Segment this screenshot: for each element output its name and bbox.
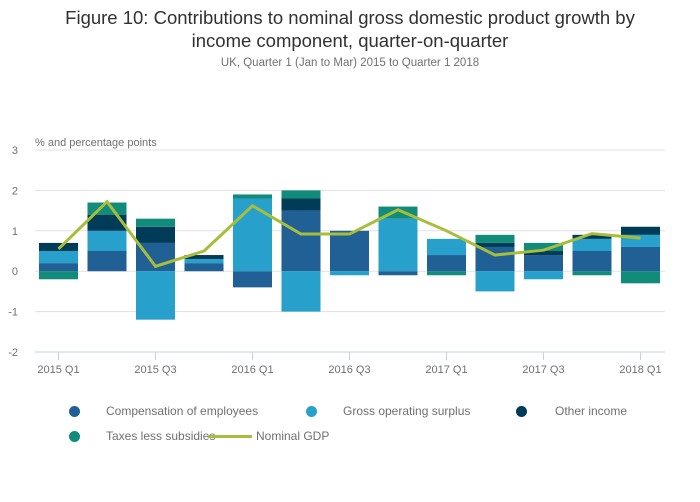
x-tick-label: 2016 Q1	[231, 364, 273, 376]
legend-dot-compensation-icon	[69, 405, 80, 417]
bar-segment-taxes-less-subsidies	[427, 271, 466, 276]
bar-segment-gross-operating-surplus	[184, 259, 224, 264]
bar-segment-other-income	[621, 226, 660, 235]
bar-stack	[233, 194, 272, 288]
bar-segment-compensation-of-employees	[475, 246, 515, 272]
bar-segment-compensation-of-employees	[572, 251, 612, 272]
bar-segment-gross-operating-surplus	[233, 198, 272, 272]
bar-segment-taxes-less-subsidies	[233, 194, 272, 199]
chart-title-line-2: income component, quarter-on-quarter	[191, 30, 509, 51]
bar-segment-other-income	[475, 242, 515, 247]
bars	[39, 190, 660, 320]
bar-segment-taxes-less-subsidies	[524, 242, 563, 251]
bar-segment-compensation-of-employees	[378, 271, 418, 276]
legend-line-gdp-icon	[208, 434, 252, 438]
chart-title: Figure 10: Contributions to nominal gros…	[0, 6, 700, 52]
bar-segment-gross-operating-surplus	[39, 251, 78, 264]
legend-item-gos[interactable]: Gross operating surplus	[306, 404, 470, 418]
bar-segment-other-income	[136, 226, 175, 243]
gdp-line-layer	[57, 199, 641, 269]
bar-segment-gross-operating-surplus	[524, 271, 563, 280]
bar-segment-gross-operating-surplus	[378, 218, 418, 272]
legend-item-other-income[interactable]: Other income	[516, 404, 627, 418]
x-tick-label: 2015 Q3	[134, 364, 176, 376]
bar-stack	[572, 234, 612, 276]
bar-segment-other-income	[524, 251, 563, 256]
bar-stack	[136, 218, 175, 320]
x-axis: 2015 Q1 2015 Q3 2016 Q1 2016 Q3 2017 Q1 2017 …	[35, 351, 665, 376]
legend-item-nominal-gdp[interactable]: Nominal GDP	[208, 429, 329, 443]
bar-segment-compensation-of-employees	[39, 263, 78, 272]
legend-label: Compensation of employees	[106, 404, 259, 418]
bar-segment-compensation-of-employees	[87, 251, 127, 272]
bar-segment-other-income	[184, 255, 224, 260]
y-tick-label: 3	[12, 145, 18, 157]
bar-segment-other-income	[281, 198, 321, 211]
bar-segment-taxes-less-subsidies	[136, 218, 175, 227]
bar-segment-compensation-of-employees	[427, 255, 466, 272]
bar-segment-taxes-less-subsidies	[572, 271, 612, 276]
bar-segment-taxes-less-subsidies	[39, 271, 78, 280]
bar-segment-gross-operating-surplus	[572, 238, 612, 251]
bar-segment-other-income	[572, 234, 612, 239]
bar-segment-compensation-of-employees	[184, 263, 224, 272]
bar-segment-gross-operating-surplus	[330, 271, 369, 276]
chart-subtitle: UK, Quarter 1 (Jan to Mar) 2015 to Quart…	[220, 57, 480, 69]
bar-segment-compensation-of-employees	[621, 246, 660, 272]
bar-segment-gross-operating-surplus	[281, 271, 321, 312]
bar-segment-compensation-of-employees	[281, 210, 321, 272]
x-tick-label: 2017 Q3	[522, 364, 564, 376]
bar-segment-other-income	[87, 214, 127, 231]
legend-item-taxes[interactable]: Taxes less subsidies	[69, 429, 215, 443]
legend-label: Nominal GDP	[256, 429, 330, 443]
bar-stack	[281, 190, 321, 312]
bar-stack	[378, 206, 418, 276]
bar-segment-gross-operating-surplus	[136, 271, 175, 320]
x-tick-label: 2017 Q1	[425, 364, 467, 376]
legend-dot-gos-icon	[306, 405, 317, 417]
y-tick-label: 1	[12, 226, 18, 238]
bar-segment-compensation-of-employees	[233, 271, 272, 288]
legend-dot-taxes-icon	[69, 430, 80, 442]
x-tick-label: 2015 Q1	[37, 364, 79, 376]
bar-segment-taxes-less-subsidies	[281, 190, 321, 199]
bar-segment-taxes-less-subsidies	[87, 202, 127, 215]
bar-segment-taxes-less-subsidies	[475, 234, 515, 243]
legend-dot-other-income-icon	[516, 405, 527, 417]
x-tick-label: 2018 Q1	[619, 364, 661, 376]
bar-segment-compensation-of-employees	[330, 230, 369, 272]
bar-stack	[475, 234, 515, 292]
bar-stack	[427, 238, 466, 276]
bar-segment-gross-operating-surplus	[427, 238, 466, 256]
y-axis-label: % and percentage points	[35, 137, 157, 149]
bar-segment-gross-operating-surplus	[475, 271, 515, 292]
bar-stack	[524, 242, 563, 280]
y-tick-label: -1	[8, 307, 18, 319]
bar-stack	[330, 230, 369, 276]
y-tick-label: -2	[8, 347, 18, 359]
y-axis-ticks: 3 2 1 0 -1 -2	[8, 145, 18, 359]
legend-label: Taxes less subsidies	[106, 429, 216, 443]
x-tick-label: 2016 Q3	[328, 364, 370, 376]
bar-segment-taxes-less-subsidies	[621, 271, 660, 284]
y-tick-label: 2	[12, 185, 18, 197]
bar-segment-compensation-of-employees	[524, 255, 563, 272]
legend-label: Gross operating surplus	[343, 404, 471, 418]
legend-label: Other income	[555, 404, 628, 418]
bar-segment-gross-operating-surplus	[87, 230, 127, 251]
chart-title-line-1: Figure 10: Contributions to nominal gros…	[65, 7, 635, 28]
y-tick-label: 0	[12, 266, 18, 278]
legend-item-compensation[interactable]: Compensation of employees	[69, 404, 258, 418]
chart-plot: 3 2 1 0 -1 -2 % and percentage points 2015 Q1…	[8, 137, 665, 376]
bar-stack	[87, 202, 127, 272]
bar-stack	[184, 255, 224, 272]
bar-stack	[621, 226, 660, 284]
